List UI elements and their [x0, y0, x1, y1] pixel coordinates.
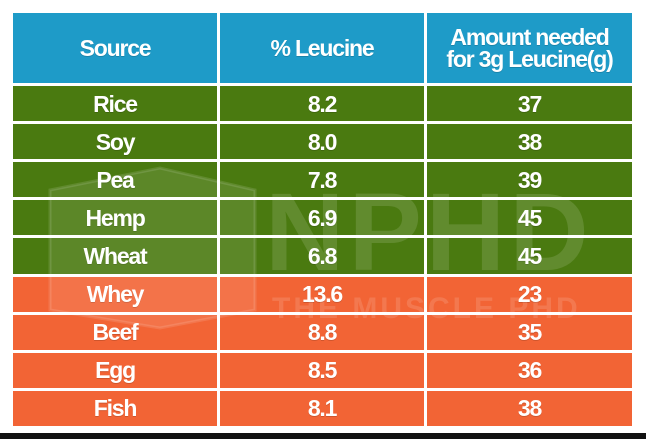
cell-leucine-pct: 13.6 — [220, 276, 424, 312]
cell-leucine-pct: 8.8 — [220, 314, 424, 350]
cell-source: Pea — [13, 162, 217, 198]
table-row: Wheat 6.8 45 — [13, 238, 632, 274]
cell-amount-needed: 45 — [427, 200, 632, 236]
cell-amount-needed: 23 — [427, 276, 632, 312]
cell-leucine-pct: 6.8 — [220, 238, 424, 274]
cell-amount-needed: 38 — [427, 124, 632, 160]
table-row: Whey 13.6 23 — [13, 276, 632, 312]
cell-leucine-pct: 6.9 — [220, 200, 424, 236]
table-row: Hemp 6.9 45 — [13, 200, 632, 236]
cell-amount-needed: 36 — [427, 352, 632, 388]
table-body: Rice 8.2 37 Soy 8.0 38 Pea 7.8 39 Hemp 6.9 45 Wheat 6… — [13, 86, 632, 426]
cell-amount-needed: 39 — [427, 162, 632, 198]
cell-amount-needed: 37 — [427, 86, 632, 122]
table-row: Soy 8.0 38 — [13, 124, 632, 160]
cell-amount-needed: 35 — [427, 314, 632, 350]
table-row: Rice 8.2 37 — [13, 86, 632, 122]
header-amount-needed: Amount needed for 3g Leucine(g) — [427, 13, 632, 83]
header-leucine-pct: % Leucine — [220, 13, 424, 83]
cell-source: Soy — [13, 124, 217, 160]
table-row: Pea 7.8 39 — [13, 162, 632, 198]
table-frame: Source % Leucine Amount needed for 3g Le… — [10, 10, 635, 430]
cell-leucine-pct: 8.1 — [220, 390, 424, 426]
cell-amount-needed: 38 — [427, 390, 632, 426]
cell-source: Fish — [13, 390, 217, 426]
cell-leucine-pct: 8.2 — [220, 86, 424, 122]
header-amount-line2: for 3g Leucine(g) — [446, 46, 613, 72]
header-row: Source % Leucine Amount needed for 3g Le… — [13, 13, 632, 83]
table-row: Fish 8.1 38 — [13, 390, 632, 426]
cell-leucine-pct: 8.5 — [220, 352, 424, 388]
header-amount-line1: Amount needed — [450, 24, 609, 50]
leucine-table: Source % Leucine Amount needed for 3g Le… — [10, 10, 635, 429]
header-source: Source — [13, 13, 217, 83]
table-row: Beef 8.8 35 — [13, 314, 632, 350]
cell-source: Hemp — [13, 200, 217, 236]
cell-source: Wheat — [13, 238, 217, 274]
cell-source: Whey — [13, 276, 217, 312]
table-row: Egg 8.5 36 — [13, 352, 632, 388]
bottom-bar — [0, 433, 646, 439]
cell-amount-needed: 45 — [427, 238, 632, 274]
cell-leucine-pct: 7.8 — [220, 162, 424, 198]
cell-source: Rice — [13, 86, 217, 122]
cell-source: Beef — [13, 314, 217, 350]
cell-leucine-pct: 8.0 — [220, 124, 424, 160]
cell-source: Egg — [13, 352, 217, 388]
